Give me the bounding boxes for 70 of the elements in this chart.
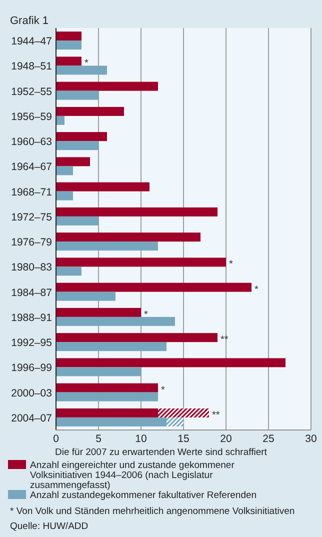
bar	[56, 116, 64, 125]
y-tick-label: 2000–03	[11, 387, 52, 400]
source-note: Quelle: HUW/ADD	[10, 521, 88, 532]
bar	[56, 282, 252, 292]
bar	[56, 132, 107, 142]
bar	[56, 342, 166, 352]
y-tick-label: 1972–75	[11, 211, 52, 224]
bar	[56, 292, 116, 301]
x-tick-label: 30	[305, 433, 317, 445]
bar	[56, 82, 158, 91]
data-label: *	[229, 259, 233, 270]
y-tick-label: 1984–87	[11, 286, 52, 299]
bar	[56, 66, 107, 75]
bar	[56, 106, 124, 116]
legend-label: Anzahl eingereichter und zustande gekommener Volksinitiativen 1944–2006 (nach Legislatur zusammengefasst)	[30, 460, 234, 491]
y-tick-label: 1992–95	[11, 337, 52, 350]
bar	[56, 232, 200, 242]
bar	[56, 207, 218, 216]
bar	[56, 141, 98, 150]
x-axis-title: Die für 2007 zu erwartenden Werte sind schraffiert	[55, 447, 268, 458]
bar	[56, 40, 82, 50]
y-tick-label: 2004–07	[11, 412, 52, 424]
bar	[56, 191, 73, 200]
bar	[56, 242, 158, 251]
data-label: *	[161, 384, 165, 396]
bar	[56, 90, 98, 100]
y-tick-label: 1988–91	[11, 312, 52, 324]
bar	[56, 56, 82, 66]
x-tick-label: 15	[178, 433, 190, 445]
legend-label: Anzahl zustandegekommener fakultativer Referenden	[30, 490, 257, 501]
bar	[56, 316, 175, 326]
y-tick-label: 1996–99	[11, 362, 52, 374]
y-tick-label: 1960–63	[11, 136, 52, 148]
bar	[56, 417, 166, 426]
bar	[166, 417, 184, 426]
y-tick-label: 1956–59	[11, 110, 52, 123]
bar	[56, 32, 82, 41]
y-tick-label: 1952–55	[11, 86, 52, 98]
bar	[56, 258, 226, 267]
y-tick-label: 1964–67	[11, 161, 52, 174]
data-label: *	[84, 58, 88, 70]
x-tick-label: 0	[53, 433, 60, 445]
data-label: **	[220, 334, 228, 346]
bar	[56, 392, 158, 402]
bar	[56, 166, 73, 176]
x-tick-label: 25	[262, 433, 274, 445]
bar	[56, 216, 98, 226]
bar	[56, 358, 286, 368]
bar	[56, 333, 218, 342]
y-tick-label: 1968–71	[11, 186, 52, 198]
x-tick-label: 20	[220, 433, 232, 445]
y-tick-label: 1944–47	[11, 36, 52, 48]
chart-title: Grafik 1	[10, 15, 49, 27]
y-tick-label: 1976–79	[11, 236, 52, 249]
text: * Von Volk und Ständen mehrheitlich angenommene Volksinitiativen	[10, 506, 295, 517]
bar	[56, 308, 141, 317]
x-tick-label: 10	[135, 433, 147, 445]
bar	[56, 266, 82, 276]
bar	[56, 367, 141, 376]
x-tick-label: 5	[96, 433, 102, 445]
bar	[56, 182, 150, 192]
bar	[56, 157, 90, 166]
data-label: *	[144, 309, 148, 320]
y-tick-label: 1980–83	[11, 262, 52, 274]
bar	[56, 383, 158, 392]
y-tick-label: 1948–51	[11, 60, 52, 73]
bar	[56, 408, 158, 418]
data-label: **	[212, 410, 220, 421]
bar	[158, 408, 209, 418]
data-label: *	[254, 284, 258, 296]
